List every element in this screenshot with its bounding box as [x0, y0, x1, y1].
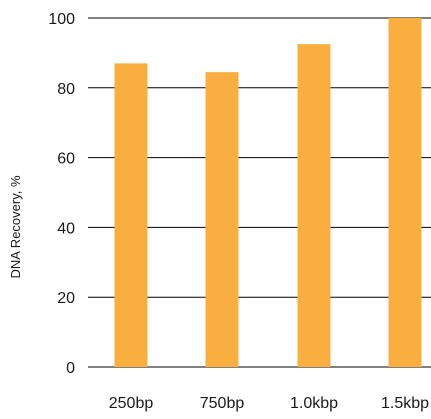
- y-tick-label: 40: [57, 220, 75, 237]
- y-tick-label: 100: [48, 11, 75, 28]
- bars: [114, 18, 422, 368]
- y-axis-ticks: 0 20 40 60 80 100: [48, 11, 75, 377]
- x-tick-label-1.5kbp: 1.5kbp: [381, 395, 429, 412]
- x-tick-label-750bp: 750bp: [200, 395, 245, 412]
- x-tick-label-250bp: 250bp: [109, 395, 154, 412]
- bar-250bp: [114, 63, 148, 368]
- bar-1.5kbp: [388, 18, 422, 367]
- y-axis-title: DNA Recovery, %: [8, 175, 23, 279]
- y-tick-label: 80: [57, 81, 75, 98]
- y-tick-label: 20: [57, 290, 75, 307]
- x-tick-label-1.0kbp: 1.0kbp: [290, 395, 338, 412]
- bar-750bp: [205, 72, 239, 367]
- y-tick-label: 60: [57, 151, 75, 168]
- x-axis-ticks: 250bp 750bp 1.0kbp 1.5kbp: [109, 395, 429, 412]
- y-tick-label: 0: [66, 360, 75, 377]
- bar-1.0kbp: [297, 44, 331, 368]
